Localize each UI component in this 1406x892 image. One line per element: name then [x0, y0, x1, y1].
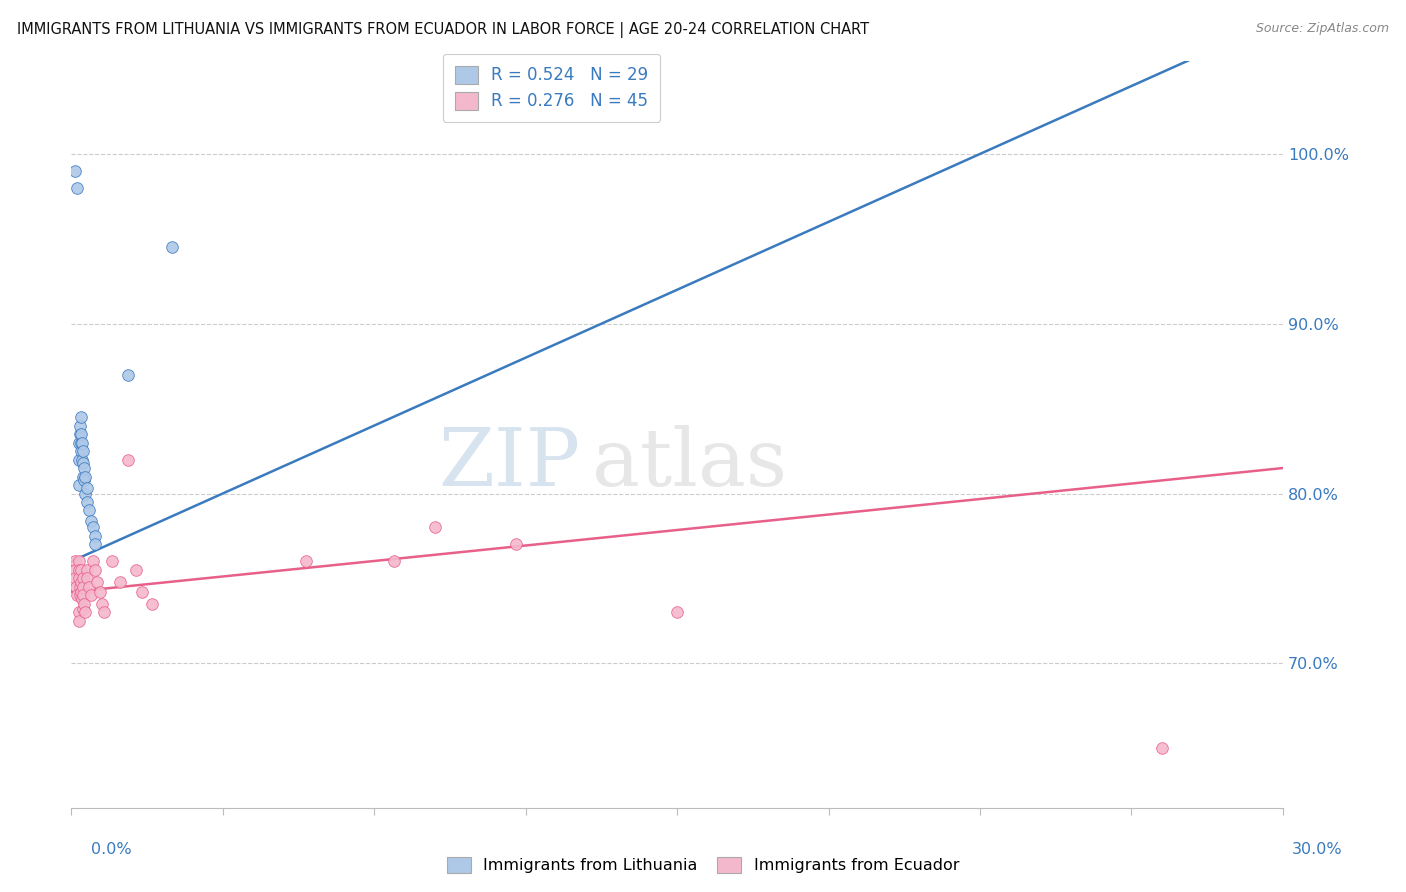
Point: [76, 482, 98, 496]
Text: 30.0%: 30.0%: [1292, 842, 1343, 856]
Point: [131, 585, 153, 599]
Point: [76, 495, 98, 509]
Point: [117, 368, 139, 382]
Point: [69, 427, 91, 442]
Point: [65, 563, 87, 577]
Point: [67, 571, 90, 585]
Point: [72, 602, 94, 616]
Point: [72, 456, 94, 470]
Point: [79, 503, 101, 517]
Point: [70, 444, 93, 458]
Point: [90, 597, 112, 611]
Point: [84, 529, 107, 543]
Text: IMMIGRANTS FROM LITHUANIA VS IMMIGRANTS FROM ECUADOR IN LABOR FORCE | AGE 20-24 : IMMIGRANTS FROM LITHUANIA VS IMMIGRANTS …: [17, 22, 869, 38]
Point: [75, 469, 97, 483]
Point: [79, 580, 101, 594]
Text: Source: ZipAtlas.com: Source: ZipAtlas.com: [1256, 22, 1389, 36]
Point: [75, 486, 97, 500]
Point: [294, 554, 316, 568]
Point: [70, 574, 93, 589]
Point: [80, 514, 103, 528]
Point: [73, 597, 96, 611]
Point: [89, 585, 111, 599]
Point: [73, 473, 96, 487]
Point: [72, 588, 94, 602]
Point: [67, 435, 90, 450]
Point: [65, 580, 87, 594]
Point: [72, 571, 94, 585]
Point: [69, 580, 91, 594]
Point: [125, 563, 148, 577]
Point: [423, 520, 446, 534]
Point: [100, 554, 122, 568]
Point: [65, 554, 87, 568]
Point: [70, 435, 93, 450]
Point: [76, 571, 98, 585]
Point: [66, 181, 89, 195]
Point: [82, 520, 104, 534]
Point: [75, 606, 97, 620]
Text: 0.0%: 0.0%: [91, 842, 132, 856]
Point: [72, 469, 94, 483]
Point: [66, 588, 89, 602]
Point: [70, 585, 93, 599]
Point: [69, 418, 91, 433]
Point: [67, 614, 90, 628]
Point: [382, 554, 405, 568]
Point: [1150, 741, 1173, 756]
Point: [65, 164, 87, 178]
Legend: R = 0.524   N = 29, R = 0.276   N = 45: R = 0.524 N = 29, R = 0.276 N = 45: [443, 54, 661, 122]
Point: [117, 452, 139, 467]
Text: atlas: atlas: [592, 425, 787, 503]
Point: [69, 410, 91, 425]
Point: [79, 588, 101, 602]
Point: [84, 537, 107, 551]
Point: [67, 563, 90, 577]
Point: [73, 461, 96, 475]
Point: [67, 606, 90, 620]
Point: [141, 597, 163, 611]
Point: [84, 563, 107, 577]
Point: [72, 580, 94, 594]
Point: [70, 563, 93, 577]
Point: [65, 571, 87, 585]
Point: [82, 554, 104, 568]
Legend: Immigrants from Lithuania, Immigrants from Ecuador: Immigrants from Lithuania, Immigrants fr…: [440, 850, 966, 880]
Point: [70, 452, 93, 467]
Point: [67, 478, 90, 492]
Point: [70, 435, 93, 450]
Point: [70, 427, 93, 442]
Point: [160, 240, 183, 254]
Point: [86, 574, 108, 589]
Point: [72, 444, 94, 458]
Point: [505, 537, 527, 551]
Point: [70, 591, 93, 606]
Point: [69, 588, 91, 602]
Point: [666, 606, 689, 620]
Point: [76, 563, 98, 577]
Point: [93, 606, 115, 620]
Point: [108, 574, 131, 589]
Point: [67, 554, 90, 568]
Text: ZIP: ZIP: [439, 425, 581, 503]
Point: [67, 452, 90, 467]
